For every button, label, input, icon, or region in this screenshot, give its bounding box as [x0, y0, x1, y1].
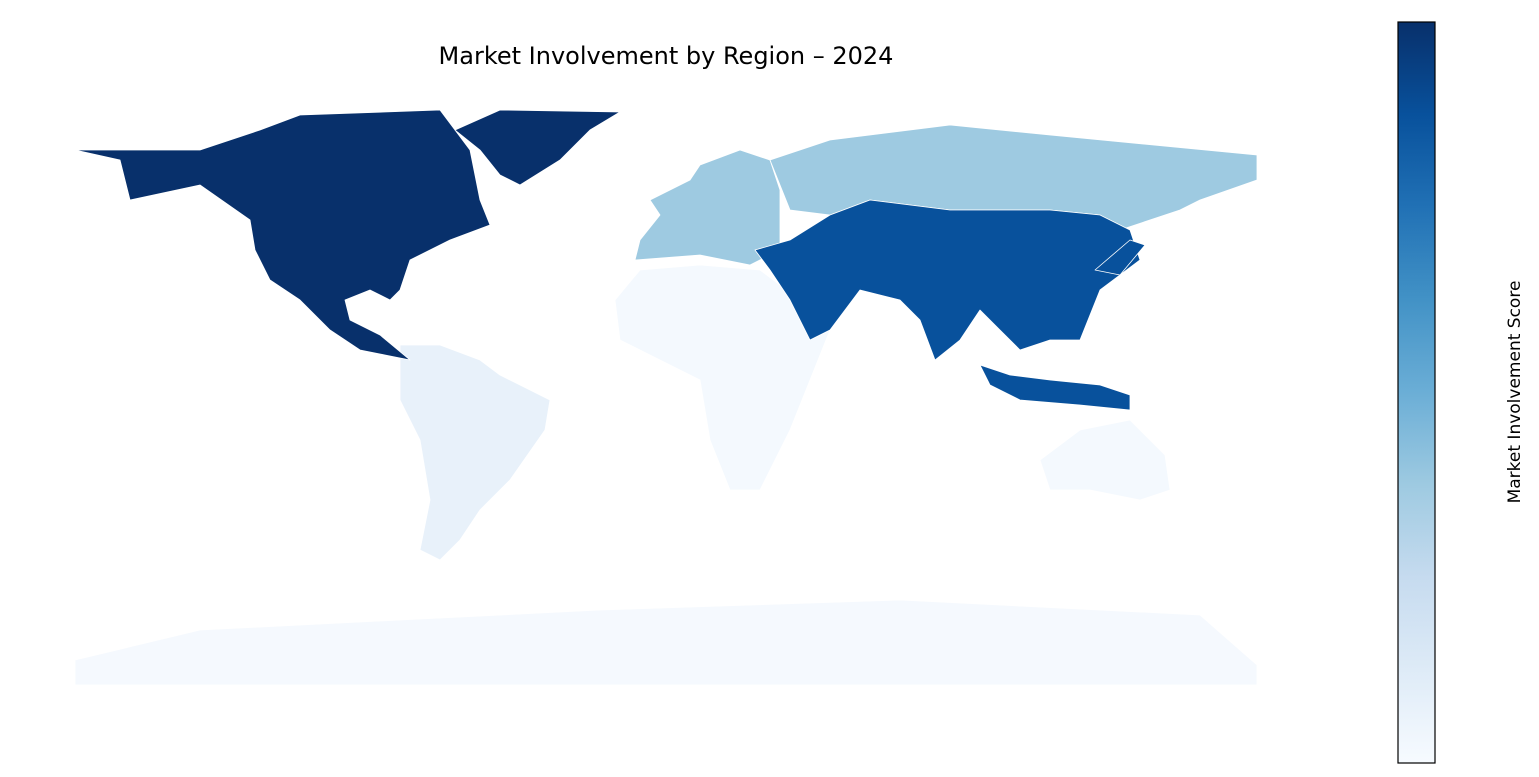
colorbar	[1397, 21, 1436, 764]
south-america	[399, 344, 551, 561]
map-title: Market Involvement by Region – 2024	[439, 42, 894, 70]
colorbar-label: Market Involvement Score	[1505, 281, 1525, 504]
asia	[754, 199, 1141, 361]
europe	[634, 149, 781, 266]
antarctica	[74, 599, 1258, 686]
indonesia	[979, 364, 1131, 411]
north-america	[74, 109, 491, 361]
greenland	[454, 109, 621, 186]
australia	[1039, 419, 1171, 501]
africa	[614, 264, 831, 491]
japan	[1094, 239, 1146, 276]
map-regions	[74, 109, 1258, 686]
